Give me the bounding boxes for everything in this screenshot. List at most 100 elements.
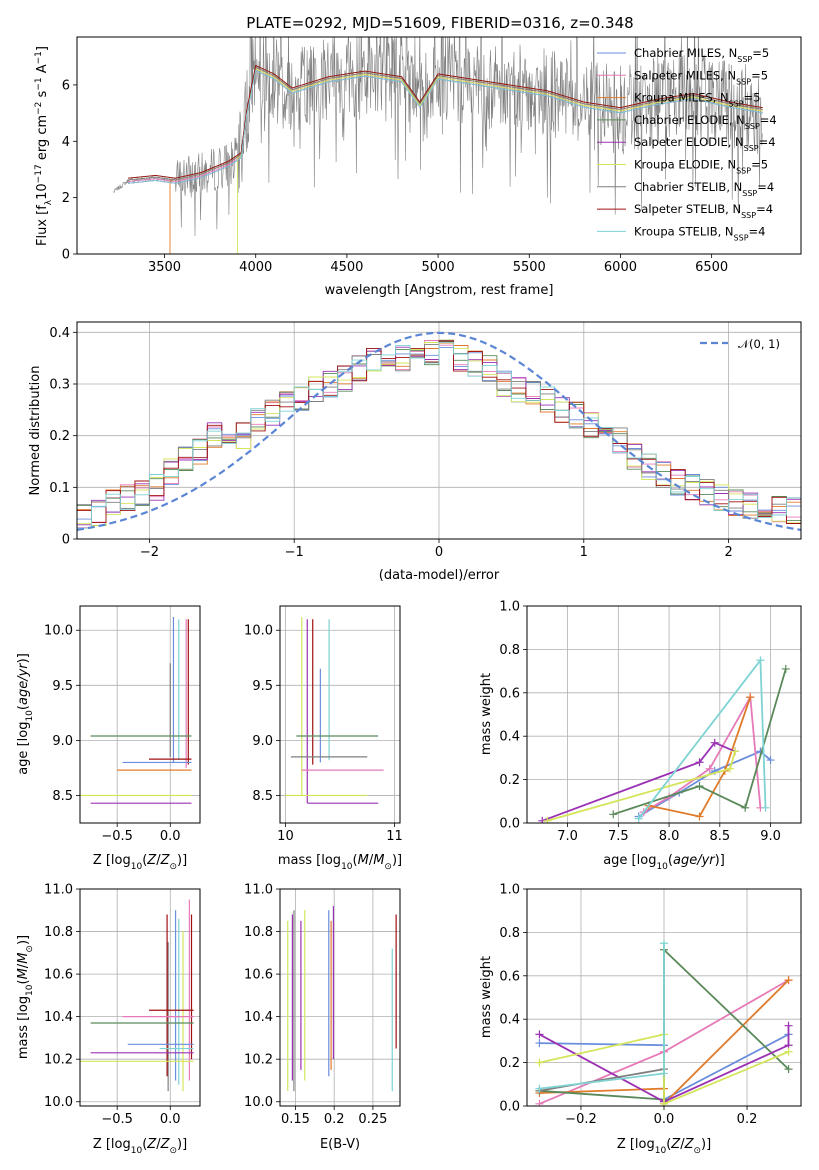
y-tick-label: 0.0 (499, 817, 520, 832)
weight-point (781, 664, 790, 673)
weight-line (613, 668, 787, 816)
weight-line (539, 1025, 790, 1103)
x-tick-label: −2 (140, 545, 159, 560)
x-tick-label: 4500 (330, 260, 363, 275)
weight-point (741, 803, 750, 812)
y-tick-label: 9.5 (252, 679, 273, 694)
y-tick-label: 1.0 (499, 600, 520, 615)
weight-point (705, 764, 714, 773)
x-tick-label: −0.5 (101, 829, 133, 844)
weight-point (784, 1021, 793, 1030)
spectrum-model-line (128, 64, 763, 179)
legend-label: Kroupa ELODIE, NSSP=5 (634, 158, 768, 176)
weight-line (643, 694, 762, 813)
y-tick-label: 0.8 (499, 643, 520, 658)
plot-area-weight-vs-age (538, 656, 790, 823)
y-axis-label: mass weight (479, 673, 494, 755)
y-tick-label: 10.4 (244, 1010, 273, 1025)
x-tick-label: 0 (435, 545, 443, 560)
weight-point (634, 814, 643, 823)
y-tick-label: 11.0 (244, 883, 273, 898)
axes-age-vs-mass: 10 11 8.5 9.0 9.5 10.0 (244, 605, 403, 844)
y-tick-label: 8.5 (52, 789, 73, 804)
plot-area-age-vs-Z (80, 617, 192, 804)
x-tick-label: 4000 (239, 260, 272, 275)
axes-mass-vs-EBV: 0.15 0.2 0.25 10.0 10.2 10.4 10.6 10.8 11.0 (244, 883, 401, 1127)
y-tick-label: 10.4 (44, 1010, 73, 1025)
axes-frame (76, 321, 802, 540)
y-tick-label: 0.4 (499, 1013, 520, 1028)
weight-point (761, 803, 770, 812)
x-tick-label: 1 (580, 545, 588, 560)
y-tick-label: 11.0 (44, 883, 73, 898)
figure-title: PLATE=0292, MJD=51609, FIBERID=0316, z=0… (246, 14, 633, 32)
weight-point (535, 1099, 544, 1106)
axes-frame (279, 888, 401, 1107)
weight-point (660, 1099, 668, 1106)
y-tick-label: 9.5 (52, 679, 73, 694)
axes-spectrum: 3500 4000 4500 5000 5500 6000 6500 0 2 4 6 (62, 36, 802, 275)
y-tick-label: 10.8 (244, 925, 273, 940)
x-tick-label: −0.5 (101, 1112, 133, 1127)
x-tick-label: 5000 (422, 260, 455, 275)
axes-mass-vs-Z: −0.5 0.0 10.0 10.2 10.4 10.6 10.8 11.0 (44, 883, 201, 1127)
weight-line (541, 741, 736, 822)
weight-point (784, 1047, 793, 1056)
plot-area-residuals (77, 331, 801, 531)
legend-label: Chabrier MILES, NSSP=5 (634, 46, 769, 64)
y-tick-label: 6 (62, 78, 70, 93)
y-tick-label: 10.8 (44, 925, 73, 940)
weight-point (695, 758, 704, 767)
spectrum-model-line (128, 69, 763, 184)
y-tick-label: 0.6 (499, 686, 520, 701)
y-tick-label: 0.2 (499, 773, 520, 788)
weight-point (609, 810, 618, 819)
x-tick-label: 3500 (148, 260, 181, 275)
weight-point (746, 693, 755, 702)
x-axis-label: mass [log10(M/M⊙)] (278, 853, 402, 872)
weight-line (539, 1068, 665, 1092)
y-tick-label: 8.5 (252, 789, 273, 804)
x-axis-label: wavelength [Angstrom, rest frame] (325, 283, 554, 298)
legend-label: 𝒩(0, 1) (738, 337, 780, 351)
x-tick-label: 8.5 (709, 829, 730, 844)
weight-line (547, 751, 736, 822)
y-axis-label: mass weight (479, 956, 494, 1038)
weight-point (535, 1030, 544, 1039)
y-tick-label: 10.0 (244, 624, 273, 639)
x-tick-label: 8.0 (659, 829, 680, 844)
weight-point (695, 782, 704, 791)
frame-residuals: −2 −1 0 1 2 0 0.1 0.2 0.3 0.4 (49, 321, 802, 560)
axes-frame (79, 605, 201, 824)
weight-point (710, 738, 719, 747)
weight-line (648, 696, 752, 818)
legend-label: Kroupa STELIB, NSSP=4 (634, 224, 765, 242)
weight-point (756, 656, 765, 665)
legend-label: Kroupa MILES, NSSP=5 (634, 91, 760, 109)
y-axis-label: Flux [fλ10−17 erg cm−2 s−1 A−1] (34, 46, 54, 246)
x-tick-label: 6000 (604, 260, 637, 275)
x-tick-label: −1 (285, 545, 304, 560)
y-tick-label: 0.0 (499, 1100, 520, 1115)
axes-frame (279, 605, 401, 824)
plot-area-mass-vs-Z (80, 899, 194, 1092)
y-tick-label: 0.3 (49, 378, 70, 393)
weight-point (695, 812, 704, 821)
x-tick-label: 5500 (513, 260, 546, 275)
legend-label: Chabrier STELIB, NSSP=4 (634, 180, 774, 198)
x-tick-label: 7.0 (557, 829, 578, 844)
axes-weight-vs-age: 7.0 7.5 8.0 8.5 9.0 0.0 0.2 0.4 0.6 0.8 1.0 (499, 600, 802, 844)
y-tick-label: 10.6 (44, 968, 73, 983)
y-tick-label: 9.0 (52, 734, 73, 749)
weight-point (725, 764, 734, 773)
spectrum-model-line (128, 66, 763, 181)
frame-age-vs-Z: −0.5 0.0 8.5 9.0 9.5 10.0 (44, 605, 201, 844)
plot-area-mass-vs-EBV (287, 906, 397, 1092)
y-tick-label: 0.4 (49, 326, 70, 341)
y-tick-label: 0.2 (499, 1056, 520, 1071)
weight-point (784, 976, 793, 985)
weight-point (660, 1069, 668, 1078)
y-tick-label: 10.0 (244, 1095, 273, 1110)
weight-point (766, 756, 775, 765)
y-axis-label: mass [log10(M/M⊙)] (16, 935, 35, 1059)
